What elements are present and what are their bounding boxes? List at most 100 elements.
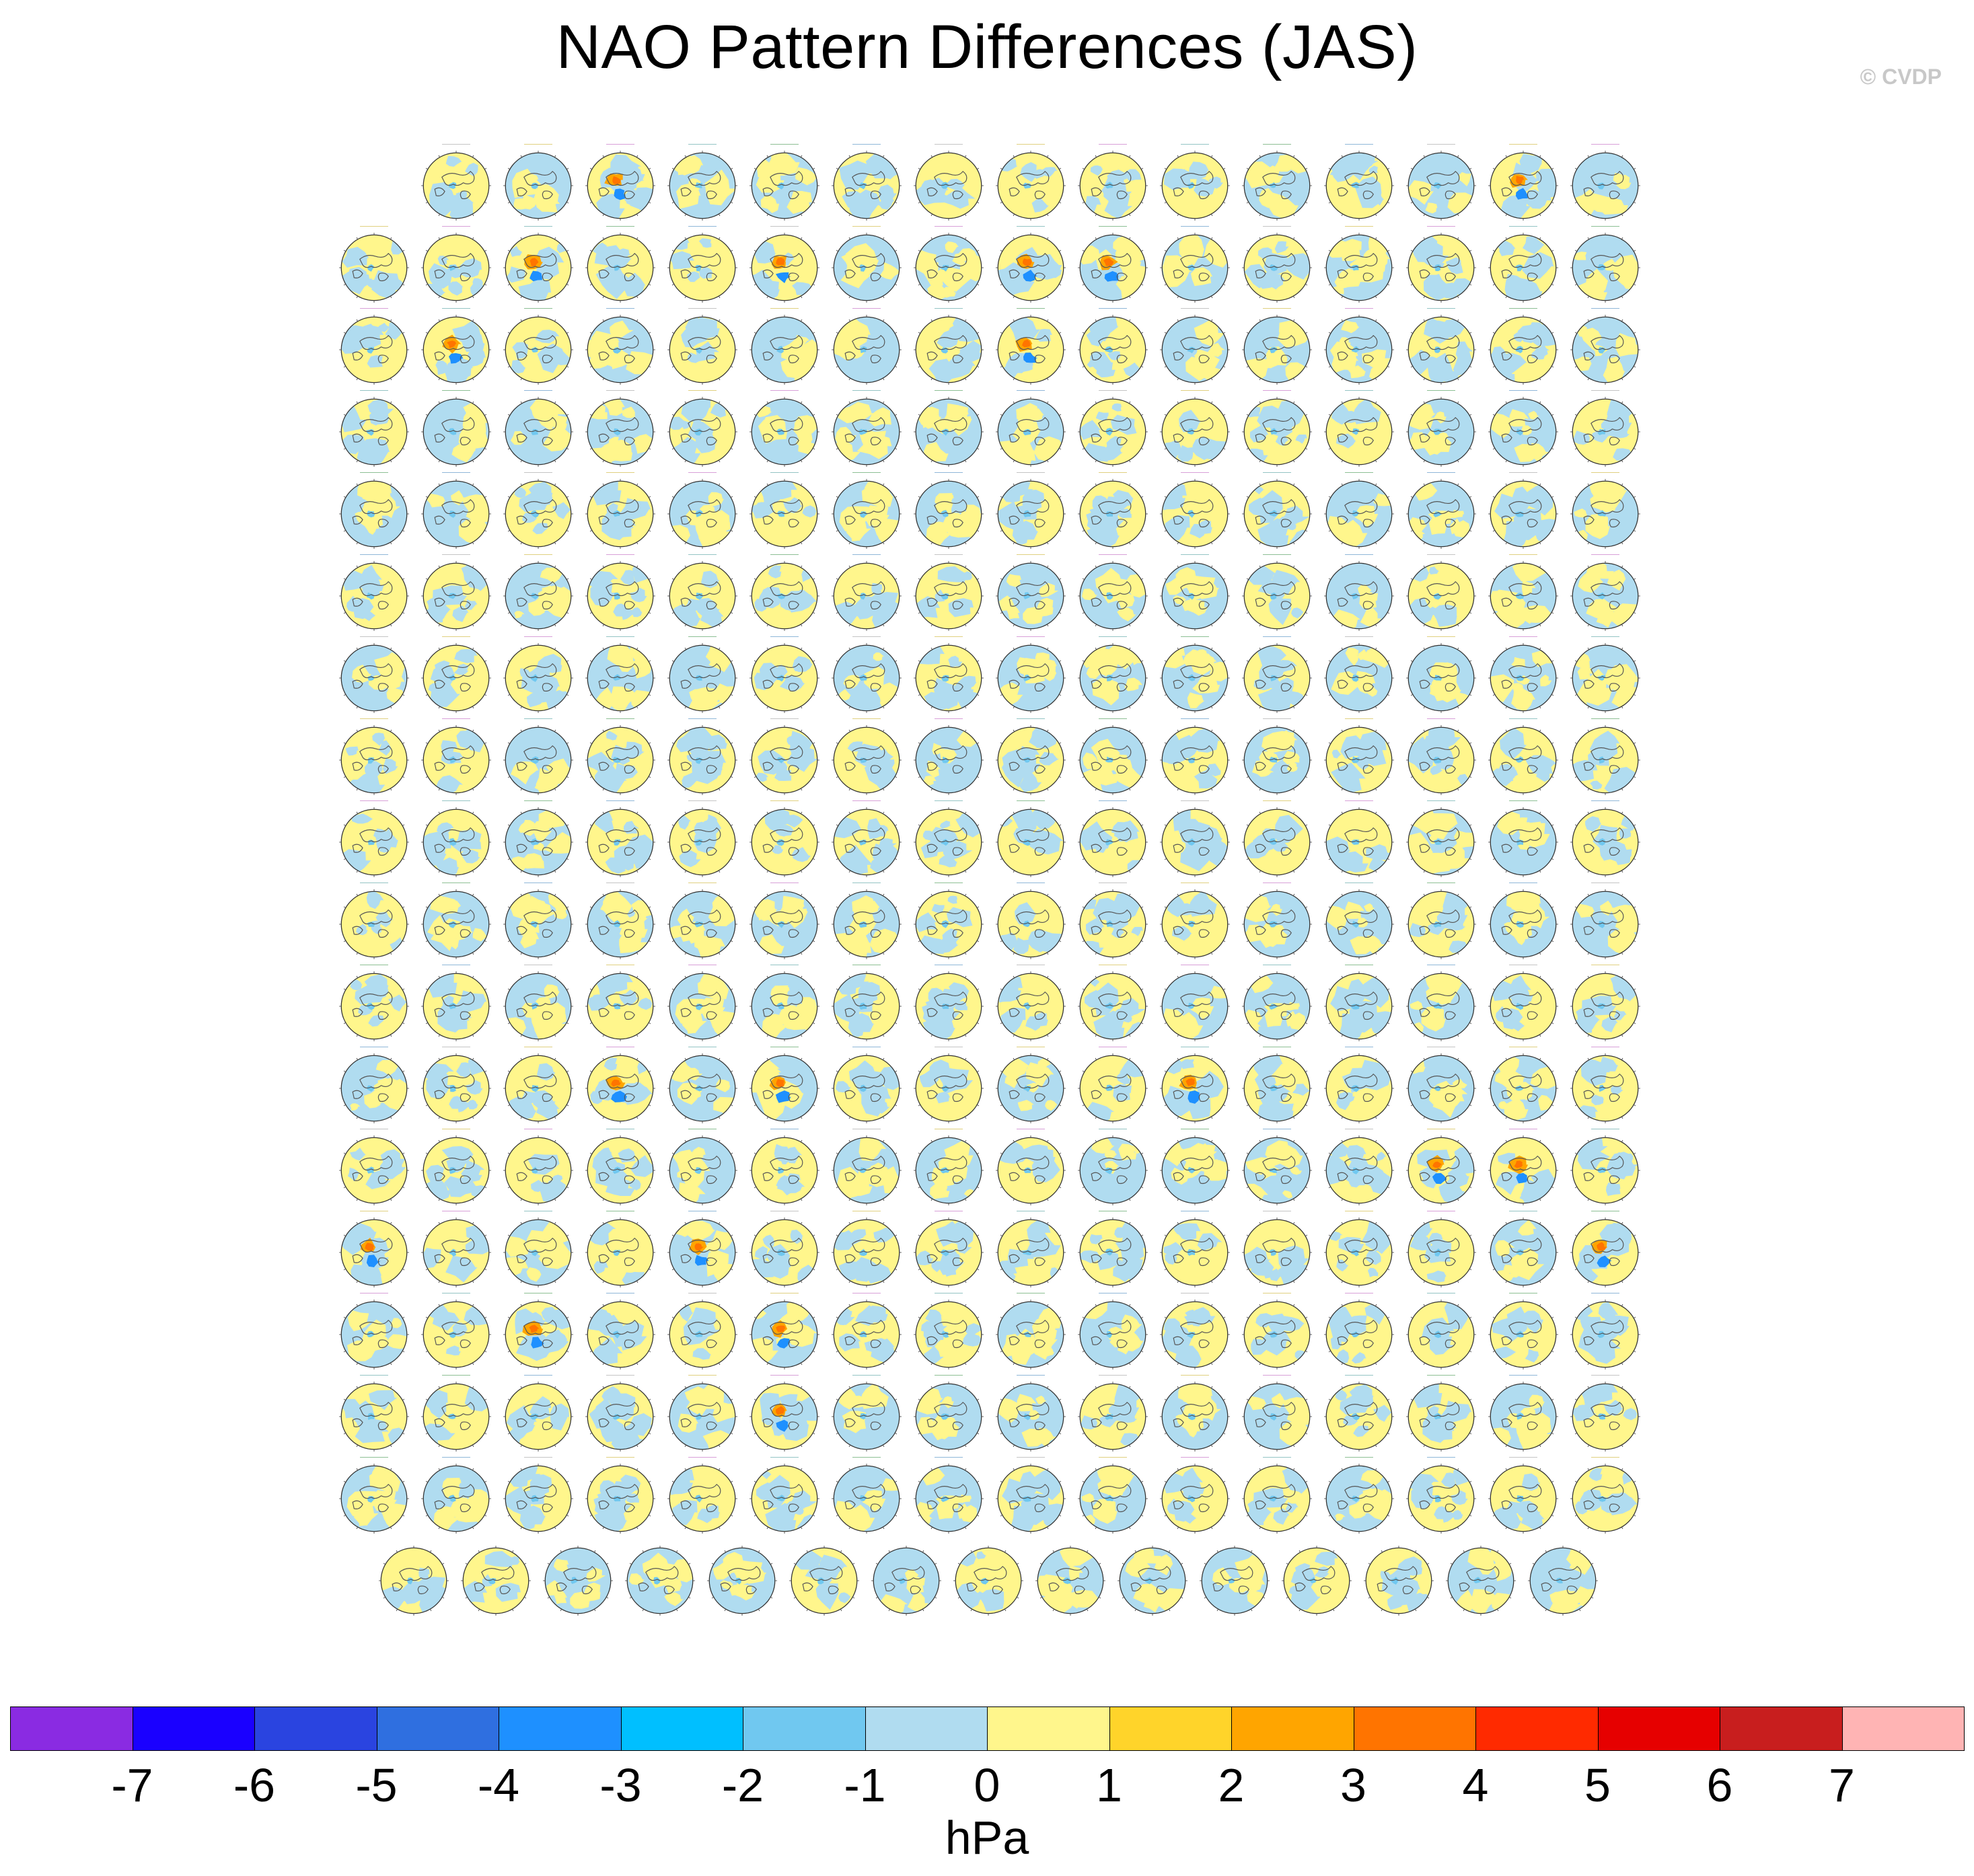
polar-map <box>1406 479 1476 549</box>
panel-title-mark: —————— <box>935 388 963 393</box>
panel-title-mark: —————— <box>1509 1455 1537 1460</box>
panel-title-mark: —————— <box>1099 634 1127 639</box>
map-panel: —————— <box>995 1291 1066 1370</box>
map-panel: —————— <box>749 142 820 221</box>
map-panel: —————— <box>1570 798 1641 878</box>
map-panel: —————— <box>585 224 656 303</box>
polar-map <box>585 643 655 713</box>
map-panel: —————— <box>421 1127 492 1206</box>
panel-title-mark: —————— <box>688 224 717 229</box>
polar-map <box>1324 397 1394 467</box>
panel-title-mark: —————— <box>1017 552 1045 557</box>
map-panel: —————— <box>338 1373 410 1452</box>
panel-title-mark: —————— <box>606 470 634 475</box>
panel-title-mark: —————— <box>1263 224 1291 229</box>
panel-title-mark: —————— <box>1591 716 1619 721</box>
polar-map <box>585 233 655 303</box>
polar-map <box>832 725 902 795</box>
map-panel: —————— <box>338 552 410 632</box>
polar-map <box>914 1053 984 1123</box>
panel-title-mark: —————— <box>1345 1127 1373 1131</box>
polar-map <box>750 807 819 877</box>
map-panel: —————— <box>1159 552 1231 632</box>
polar-map <box>1242 151 1312 221</box>
panel-title-mark: —————— <box>1263 1127 1291 1131</box>
panel-title-mark: —————— <box>524 880 552 885</box>
panel-title-mark: —————— <box>935 880 963 885</box>
map-panel: —————— <box>913 798 984 878</box>
colorbar-tick-label: -6 <box>233 1759 276 1811</box>
chart-title: NAO Pattern Differences (JAS) <box>556 13 1418 81</box>
map-panel: —————— <box>1323 306 1395 385</box>
map-panel: —————— <box>995 1127 1066 1206</box>
map-panel: —————— <box>503 1209 574 1288</box>
map-panel: —————— <box>1570 470 1641 550</box>
polar-map <box>1118 1546 1187 1616</box>
map-panel: —————— <box>1159 1455 1231 1534</box>
map-panel: —————— <box>585 1127 656 1206</box>
panel-title-mark: —————— <box>1099 880 1127 885</box>
polar-map <box>421 1053 491 1123</box>
polar-map <box>1282 1546 1352 1616</box>
colorbar-box <box>620 1706 743 1751</box>
map-panel: —————— <box>667 1127 738 1206</box>
map-panel: —————— <box>1570 142 1641 221</box>
polar-map <box>585 397 655 467</box>
polar-map <box>1160 315 1230 385</box>
panel-title-mark: —————— <box>1509 1209 1537 1213</box>
map-panel: —————— <box>1405 716 1477 796</box>
colorbar-box <box>865 1706 988 1751</box>
polar-map <box>750 315 819 385</box>
map-panel: —————— <box>421 880 492 960</box>
map-panel: —————— <box>667 880 738 960</box>
map-panel: —————— <box>831 880 902 960</box>
map-panel: —————— <box>421 470 492 550</box>
polar-map <box>339 889 409 959</box>
map-panel: —————— <box>1077 1045 1148 1124</box>
polar-map <box>1488 1300 1558 1370</box>
polar-map <box>379 1546 449 1616</box>
map-panel: —————— <box>1077 1291 1148 1370</box>
map-panel: —————— <box>1159 634 1231 714</box>
polar-map <box>1078 1382 1148 1452</box>
panel-title-mark: —————— <box>852 142 881 147</box>
panel-title-mark: —————— <box>1591 1291 1619 1296</box>
polar-map <box>667 479 737 549</box>
map-panel: —————— <box>503 880 574 960</box>
panel-title-mark: —————— <box>1427 1209 1455 1213</box>
panel-title-mark: —————— <box>1345 552 1373 557</box>
polar-map <box>1570 1217 1640 1287</box>
panel-title-mark: —————— <box>852 634 881 639</box>
panel-title-mark: —————— <box>1181 880 1209 885</box>
polar-map <box>953 1546 1023 1616</box>
panel-title-mark: —————— <box>770 1373 799 1378</box>
polar-map <box>832 1135 902 1205</box>
map-panel: —————— <box>1570 963 1641 1042</box>
panel-title-mark: —————— <box>688 552 717 557</box>
polar-map <box>503 1053 573 1123</box>
map-panel: —————— <box>338 1291 410 1370</box>
map-panel: —————— <box>338 306 410 385</box>
map-panel: —————— <box>503 634 574 714</box>
polar-map <box>1200 1546 1270 1616</box>
colorbar-tick-label: 1 <box>1096 1759 1122 1811</box>
map-panel: —————— <box>913 880 984 960</box>
panel-title-mark: —————— <box>1427 1455 1455 1460</box>
panel-title-mark: —————— <box>1017 1045 1045 1049</box>
panel-title-mark: —————— <box>1591 880 1619 885</box>
colorbar-box <box>1597 1706 1720 1751</box>
map-panel: —————— <box>338 880 410 960</box>
panel-title-mark: —————— <box>442 1291 470 1296</box>
polar-map <box>750 397 819 467</box>
polar-map <box>1242 971 1312 1041</box>
map-panel: —————— <box>667 716 738 796</box>
map-panel: —————— <box>421 388 492 467</box>
map-panel: —————— <box>1488 388 1559 467</box>
map-panel: —————— <box>1323 1127 1395 1206</box>
panel-title-mark: —————— <box>1099 1455 1127 1460</box>
polar-map <box>667 1464 737 1534</box>
map-panel <box>378 1545 449 1616</box>
colorbar-tick-label: -7 <box>111 1759 153 1811</box>
map-panel: —————— <box>1241 1209 1313 1288</box>
polar-map <box>339 1382 409 1452</box>
